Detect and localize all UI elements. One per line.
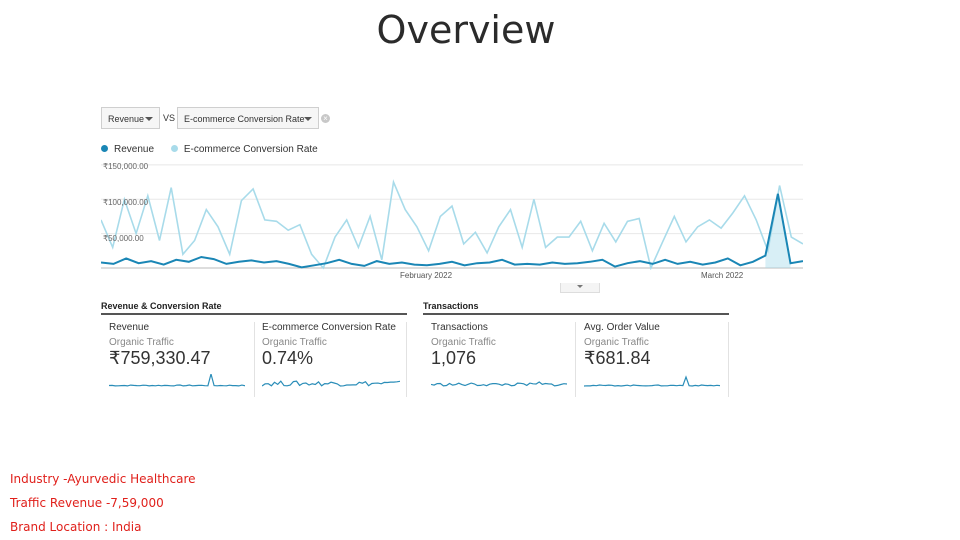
metric-selector-primary-label: Revenue: [108, 114, 145, 124]
chevron-down-icon: [304, 117, 312, 121]
card-divider: [406, 322, 407, 397]
y-tick-label: ₹150,000.00: [103, 162, 149, 171]
card-label: E-commerce Conversion Rate: [262, 322, 396, 333]
chevron-down-icon: [145, 117, 153, 121]
card-value: 0.74%: [262, 348, 314, 368]
info-brand-location: Brand Location : India: [10, 520, 142, 534]
y-tick-label: ₹50,000.00: [103, 234, 144, 243]
metric-card-conversion[interactable]: E-commerce Conversion Rate Organic Traff…: [254, 322, 406, 397]
legend-item-conversion[interactable]: E-commerce Conversion Rate: [170, 144, 318, 155]
x-tick-label: March 2022: [701, 271, 744, 280]
clear-icon[interactable]: ×: [321, 114, 330, 123]
y-tick-label: ₹100,000.00: [103, 198, 149, 207]
sparkline-path: [431, 381, 567, 387]
page-title: Overview: [376, 8, 556, 52]
chart-collapse-handle[interactable]: [560, 283, 600, 293]
legend-dot-icon: [101, 145, 108, 152]
card-sub: Organic Traffic: [584, 337, 649, 348]
vs-label: VS: [163, 113, 176, 123]
card-sub: Organic Traffic: [109, 337, 174, 348]
sparkline: [431, 381, 567, 387]
chart-legend: Revenue E-commerce Conversion Rate: [101, 144, 332, 155]
metric-selector-secondary[interactable]: E-commerce Conversion Rate: [177, 107, 319, 129]
legend-item-revenue[interactable]: Revenue: [101, 144, 154, 155]
metric-selector-secondary-label: E-commerce Conversion Rate: [184, 114, 305, 124]
card-divider: [728, 322, 729, 397]
section-title-revenue-conversion: Revenue & Conversion Rate: [101, 301, 222, 311]
card-label: Transactions: [431, 322, 488, 333]
info-traffic-revenue: Traffic Revenue -7,59,000: [10, 496, 164, 510]
card-value: 1,076: [431, 348, 477, 368]
sparkline: [584, 375, 720, 387]
metric-card-avg-order-value[interactable]: Avg. Order Value Organic Traffic ₹681.84: [576, 322, 728, 397]
legend-label: Revenue: [114, 144, 155, 155]
section-divider: [101, 313, 407, 315]
section-divider: [423, 313, 729, 315]
sparkline: [262, 380, 400, 387]
x-tick-label: February 2022: [400, 271, 453, 280]
peak-area: [765, 193, 791, 268]
line-chart: [101, 164, 803, 270]
sparkline-path: [584, 375, 720, 387]
legend-label: E-commerce Conversion Rate: [183, 144, 318, 155]
card-value: ₹759,330.47: [109, 348, 211, 368]
card-divider: [254, 322, 255, 397]
metric-card-revenue[interactable]: Revenue Organic Traffic ₹759,330.47: [101, 322, 253, 397]
card-label: Avg. Order Value: [584, 322, 660, 333]
card-value: ₹681.84: [584, 348, 651, 368]
metric-card-transactions[interactable]: Transactions Organic Traffic 1,076: [423, 322, 575, 397]
series-line-e-commerce-conversion-rate: [101, 179, 803, 270]
card-sub: Organic Traffic: [262, 337, 327, 348]
sparkline: [109, 374, 245, 387]
card-sub: Organic Traffic: [431, 337, 496, 348]
series-line-revenue: [101, 193, 803, 269]
metric-selector-primary[interactable]: Revenue: [101, 107, 160, 129]
card-label: Revenue: [109, 322, 150, 333]
card-divider: [575, 322, 576, 397]
sparkline-path: [109, 374, 245, 387]
info-industry: Industry -Ayurvedic Healthcare: [10, 472, 196, 486]
section-title-transactions: Transactions: [423, 301, 479, 311]
legend-dot-icon: [170, 145, 178, 152]
sparkline-path: [262, 380, 400, 387]
